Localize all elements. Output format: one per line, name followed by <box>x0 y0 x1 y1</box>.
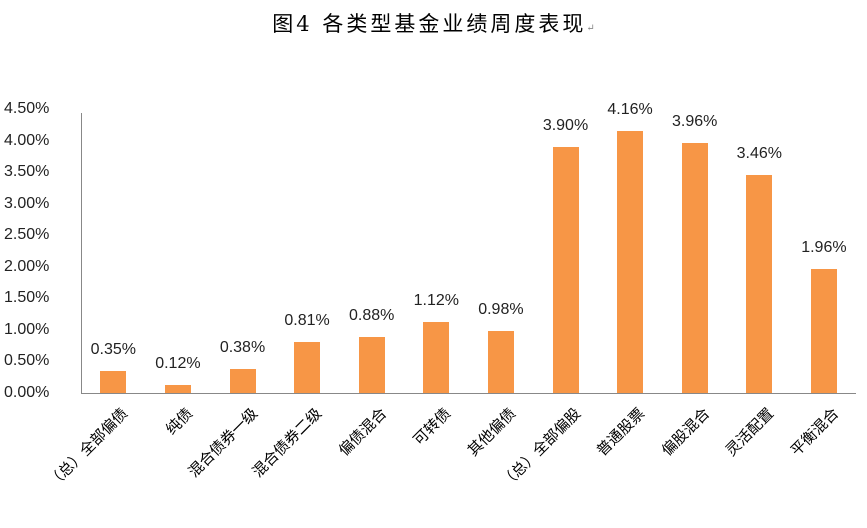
data-label: 1.12% <box>413 292 459 310</box>
y-tick-label: 4.50% <box>4 100 50 118</box>
paragraph-mark-icon: ↵ <box>586 23 595 34</box>
bar <box>423 322 450 393</box>
x-tick-label: 偏债混合 <box>334 404 390 460</box>
y-tick-label: 4.00% <box>4 131 50 149</box>
bar <box>100 370 127 393</box>
chart-title-text: 图4 各类型基金业绩周度表现 <box>272 12 587 36</box>
data-label: 0.38% <box>219 339 266 357</box>
x-tick-label: （总）全部偏债 <box>44 404 132 492</box>
data-label: 0.35% <box>90 340 136 358</box>
bar <box>294 341 321 393</box>
data-label: 0.81% <box>284 311 330 329</box>
data-label: 0.98% <box>478 301 524 319</box>
data-label: 4.16% <box>607 100 653 118</box>
y-tick-label: 1.00% <box>4 320 50 338</box>
x-tick-label: 平衡混合 <box>786 404 843 460</box>
bar <box>487 331 514 393</box>
chart-title: 图4 各类型基金业绩周度表现↵ <box>0 8 867 38</box>
data-label: 3.90% <box>542 116 589 134</box>
bar <box>746 174 773 393</box>
bar <box>358 337 385 393</box>
data-label: 0.12% <box>155 355 201 373</box>
x-tick-label: 可转债 <box>409 404 455 449</box>
y-tick-label: 0.50% <box>4 352 50 370</box>
y-tick-label: 0.00% <box>4 384 50 401</box>
x-tick-label: 灵活配置 <box>722 404 778 460</box>
bar <box>552 146 579 393</box>
y-axis-line <box>81 113 82 394</box>
x-tick-label: 普通股票 <box>593 404 649 460</box>
x-tick-label: 其他偏债 <box>463 404 520 460</box>
bar <box>229 369 256 393</box>
y-tick-label: 3.00% <box>4 194 50 212</box>
x-axis-line <box>81 393 856 394</box>
data-label: 0.88% <box>349 307 395 325</box>
bar <box>164 385 191 393</box>
data-label: 3.96% <box>672 113 718 131</box>
bar <box>810 269 837 393</box>
y-tick-label: 2.50% <box>4 226 50 244</box>
x-tick-label: 纯债 <box>162 404 197 439</box>
y-tick-label: 1.50% <box>4 289 50 307</box>
data-label: 1.96% <box>801 239 847 257</box>
bar <box>617 130 644 393</box>
data-label: 3.46% <box>736 144 782 162</box>
y-tick-label: 3.50% <box>4 163 50 181</box>
y-tick-label: 2.00% <box>4 257 50 275</box>
x-tick-label: 偏股混合 <box>657 404 713 460</box>
bar <box>681 143 708 393</box>
